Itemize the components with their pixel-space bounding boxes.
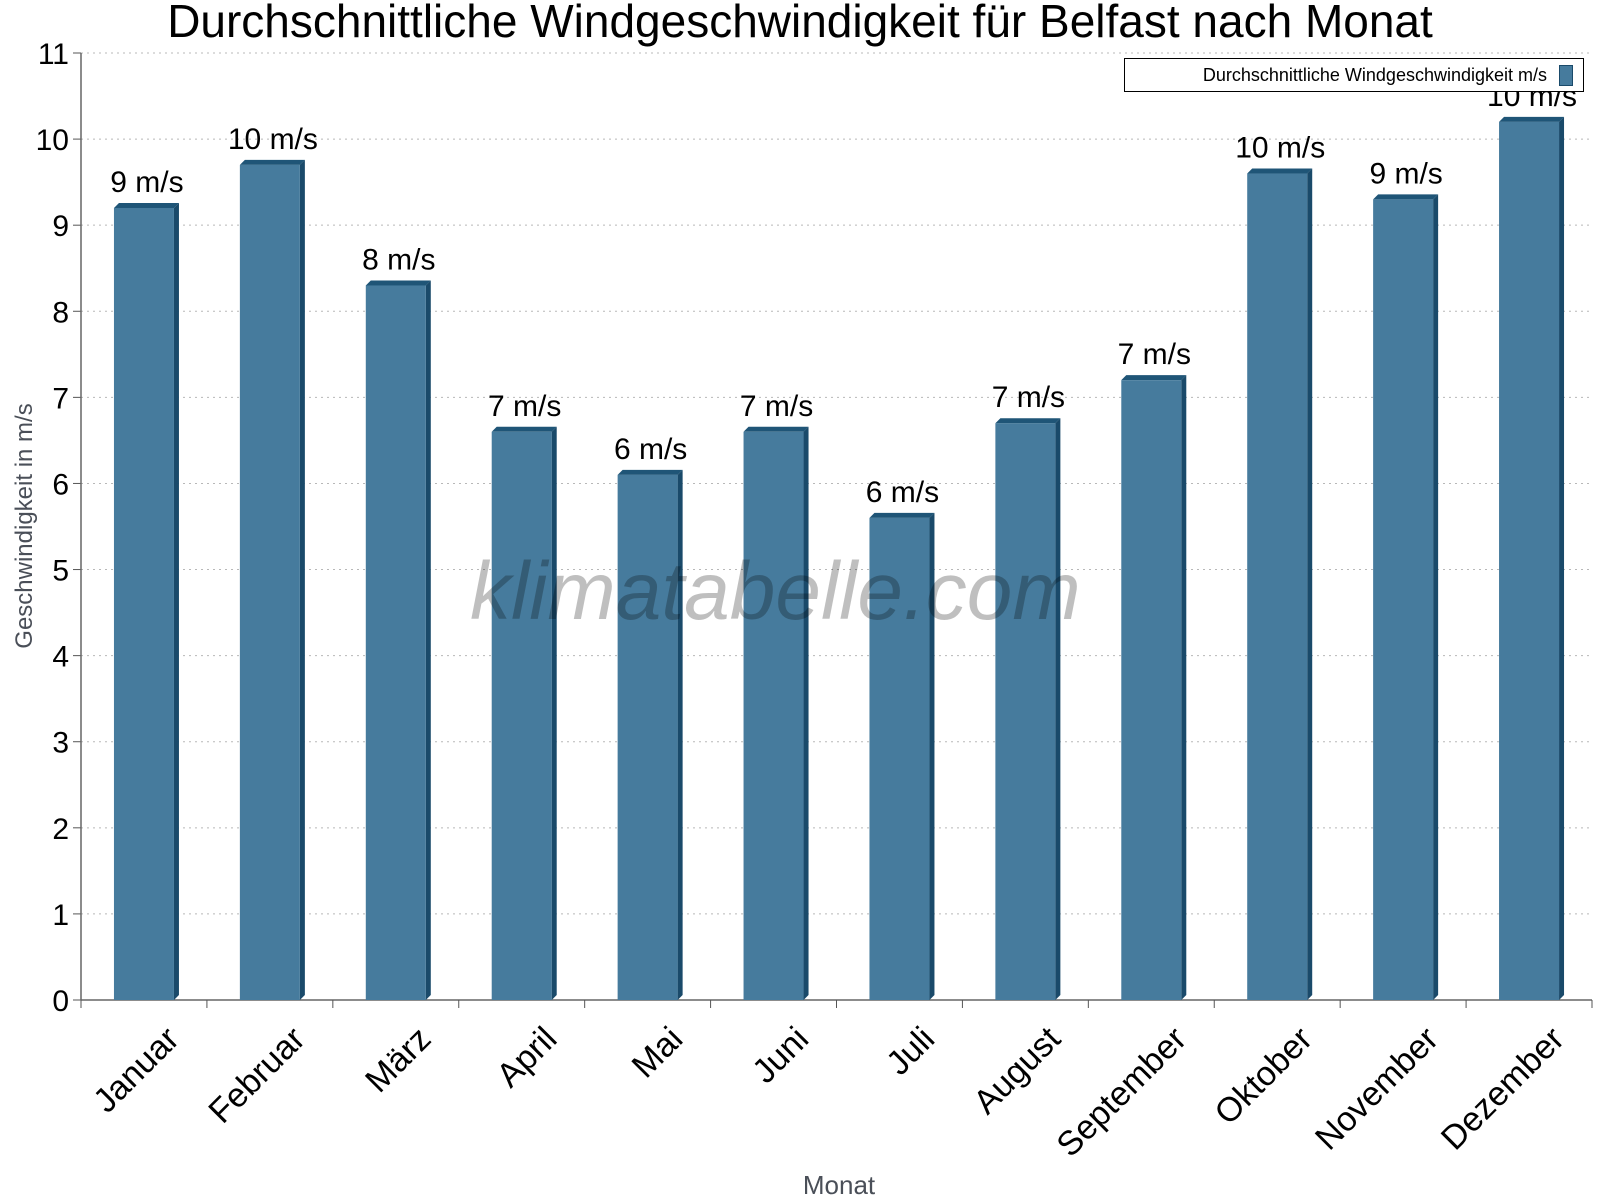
y-tick-label: 4 xyxy=(52,641,69,674)
x-tick-label: November xyxy=(1308,1020,1446,1158)
bar xyxy=(743,431,804,1000)
x-tick-label: August xyxy=(966,1019,1068,1121)
bar-side xyxy=(929,512,935,1000)
x-tick-label: Dezember xyxy=(1434,1020,1572,1158)
bar xyxy=(1247,173,1308,1000)
bar-top xyxy=(239,159,305,165)
bar xyxy=(239,164,300,1000)
data-label: 7 m/s xyxy=(488,390,561,423)
y-tick-label: 1 xyxy=(52,899,69,932)
chart-title: Durchschnittliche Windgeschwindigkeit fü… xyxy=(167,0,1433,47)
bar-side xyxy=(551,426,557,1000)
y-tick-label: 11 xyxy=(38,38,69,71)
data-label: 8 m/s xyxy=(362,243,435,276)
bar-top xyxy=(869,512,935,518)
x-tick-label: Juli xyxy=(879,1020,942,1083)
bar xyxy=(1121,380,1182,1000)
data-label: 6 m/s xyxy=(614,433,687,466)
bar-side xyxy=(1307,168,1313,1000)
y-tick-label: 3 xyxy=(52,727,69,760)
bar xyxy=(1373,199,1434,1000)
y-tick-label: 8 xyxy=(52,296,69,329)
bar-side xyxy=(1433,194,1439,1000)
legend-swatch xyxy=(1559,64,1573,86)
legend: Durchschnittliche Windgeschwindigkeit m/… xyxy=(1124,58,1584,92)
data-label: 10 m/s xyxy=(1235,132,1325,165)
bar-top xyxy=(617,469,683,475)
data-label: 7 m/s xyxy=(740,390,813,423)
data-label: 7 m/s xyxy=(1118,338,1191,371)
bar-side xyxy=(803,426,809,1000)
bar-top xyxy=(995,418,1061,424)
x-tick-label: Mai xyxy=(625,1020,691,1086)
y-tick-label: 7 xyxy=(52,382,69,415)
x-axis-label: Monat xyxy=(802,1170,876,1200)
bar-side xyxy=(677,469,683,1000)
y-tick-label: 6 xyxy=(52,468,69,501)
bar-top xyxy=(113,202,179,208)
bar xyxy=(617,474,678,1000)
bar-top xyxy=(1121,375,1187,381)
bar xyxy=(491,431,552,1000)
x-tick-label: Januar xyxy=(86,1020,186,1120)
x-tick-label: September xyxy=(1049,1020,1193,1164)
y-tick-label: 10 xyxy=(36,124,69,157)
bar-top xyxy=(1373,194,1439,200)
data-label: 9 m/s xyxy=(1369,157,1442,190)
y-tick-label: 2 xyxy=(52,813,69,846)
bar-side xyxy=(299,159,305,1000)
data-label: 10 m/s xyxy=(228,123,318,156)
y-tick-label: 5 xyxy=(52,555,69,588)
x-tick-label: Oktober xyxy=(1207,1020,1319,1132)
bar xyxy=(995,423,1056,1000)
bar-side xyxy=(425,280,431,1001)
data-label: 9 m/s xyxy=(110,166,183,199)
bar-top xyxy=(491,426,557,432)
y-axis-label: Geschwindigkeit in m/s xyxy=(11,403,38,649)
bar-top xyxy=(743,426,809,432)
bar-side xyxy=(1055,418,1061,1000)
bar xyxy=(113,207,174,1001)
bar-top xyxy=(365,280,431,286)
y-tick-label: 9 xyxy=(52,210,69,243)
bar-top xyxy=(1247,168,1313,174)
bar-top xyxy=(1499,116,1565,122)
x-tick-label: Juni xyxy=(745,1020,816,1091)
bar xyxy=(1499,121,1560,1000)
x-tick-label: März xyxy=(358,1020,438,1100)
data-label: 7 m/s xyxy=(992,381,1065,414)
y-tick-label: 0 xyxy=(52,985,69,1018)
bar-side xyxy=(1181,375,1187,1000)
bar-side xyxy=(173,202,179,1001)
bar xyxy=(365,285,426,1001)
legend-entry-label: Durchschnittliche Windgeschwindigkeit m/… xyxy=(1202,64,1547,85)
x-tick-label: Februar xyxy=(201,1020,312,1131)
x-tick-label: April xyxy=(489,1020,564,1095)
bar-side xyxy=(1559,116,1565,1000)
data-label: 6 m/s xyxy=(866,476,939,509)
bar xyxy=(869,517,930,1000)
